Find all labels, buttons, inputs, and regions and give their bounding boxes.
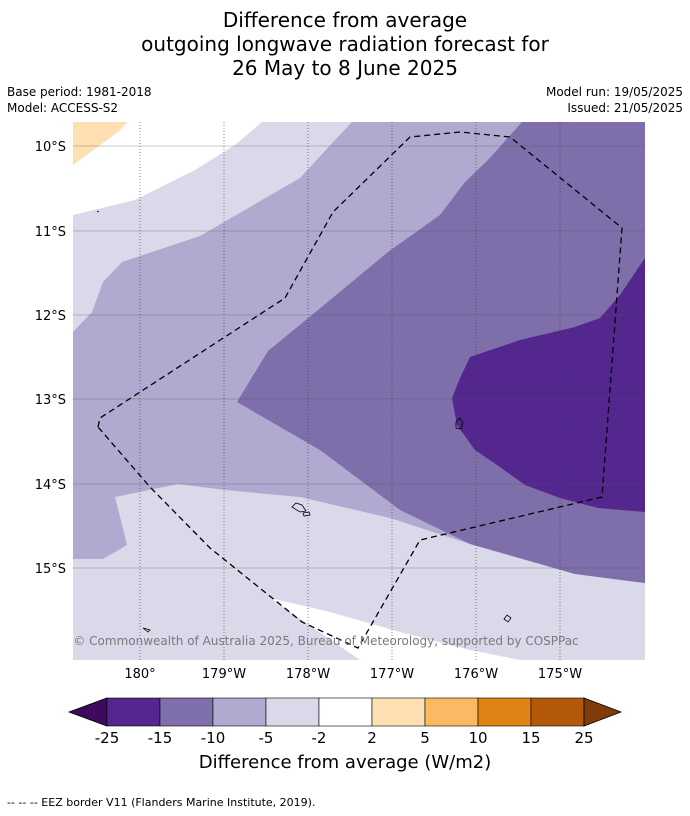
colorbar-tick-label: -10 xyxy=(201,729,226,747)
lon-label: 177°W xyxy=(370,667,414,682)
colorbar-tick-label: 15 xyxy=(521,729,540,747)
lon-label: 175°W xyxy=(538,667,582,682)
map-title: Difference from average outgoing longwav… xyxy=(0,8,690,80)
colorbar-segment xyxy=(106,697,161,727)
colorbar-segment xyxy=(424,697,479,727)
colorbar-segment xyxy=(477,697,532,727)
colorbar-segment xyxy=(371,697,426,727)
colorbar-title: Difference from average (W/m2) xyxy=(198,752,492,773)
title-line-2: outgoing longwave radiation forecast for xyxy=(141,32,549,56)
map-plot-area: © Commonwealth of Australia 2025, Bureau… xyxy=(73,122,645,660)
colorbar-segment xyxy=(318,697,373,727)
colorbar-segment xyxy=(212,697,267,727)
contour-band-minus2-2-north xyxy=(73,122,262,215)
title-line-3: 26 May to 8 June 2025 xyxy=(232,56,458,80)
islands xyxy=(96,210,512,633)
lat-label: 14°S xyxy=(35,478,66,493)
eez-border xyxy=(97,131,623,649)
issued-date: Issued: 21/05/2025 xyxy=(567,101,683,115)
lon-label: 176°W xyxy=(454,667,498,682)
lat-label: 15°S xyxy=(35,562,66,577)
island-south xyxy=(503,614,512,623)
colorbar-segment xyxy=(265,697,320,727)
island-east xyxy=(455,417,464,430)
colorbar-segment xyxy=(159,697,214,727)
island-central xyxy=(291,502,307,513)
colorbar-extend-high xyxy=(583,697,623,727)
colorbar-extend-low xyxy=(67,697,108,727)
colorbar-segment xyxy=(530,697,585,727)
contour-band-minus2-2-south xyxy=(270,598,520,660)
meta-left: Base period: 1981-2018 Model: ACCESS-S2 xyxy=(7,84,152,116)
colorbar-tick-label: 10 xyxy=(468,729,487,747)
islet-northwest xyxy=(96,210,100,213)
model-run: Model run: 19/05/2025 xyxy=(545,85,683,99)
colorbar-tick-label: -2 xyxy=(312,729,327,747)
longitude-labels: 180° 179°W 178°W 177°W 176°W 175°W xyxy=(124,667,582,682)
graticule xyxy=(73,122,645,660)
eez-footnote: -- -- -- EEZ border V11 (Flanders Marine… xyxy=(7,796,316,809)
lat-label: 11°S xyxy=(35,225,66,240)
colorbar-tick-label: -5 xyxy=(259,729,274,747)
meta-right: Model run: 19/05/2025 Issued: 21/05/2025 xyxy=(546,84,683,116)
base-period: Base period: 1981-2018 xyxy=(7,85,152,99)
lon-label: 178°W xyxy=(286,667,330,682)
colorbar-tick-label: -15 xyxy=(148,729,173,747)
colorbar-tick-label: -25 xyxy=(95,729,120,747)
lat-label: 12°S xyxy=(35,309,66,324)
lon-label: 179°W xyxy=(202,667,246,682)
island-southwest xyxy=(142,627,151,633)
colorbar-tick-label: 5 xyxy=(420,729,430,747)
island-central-small xyxy=(302,511,311,517)
contour-band-2-5 xyxy=(73,122,128,165)
model-name: Model: ACCESS-S2 xyxy=(7,101,119,115)
copyright-text: © Commonwealth of Australia 2025, Bureau… xyxy=(73,634,578,648)
lon-label: 180° xyxy=(124,667,155,682)
colorbar: -25 -15 -10 -5 -2 2 5 10 15 25 xyxy=(67,697,623,747)
colorbar-tick-label: 2 xyxy=(367,729,377,747)
title-line-1: Difference from average xyxy=(222,8,468,32)
lat-label: 13°S xyxy=(35,393,66,408)
lat-label: 10°S xyxy=(35,140,66,155)
colorbar-tick-label: 25 xyxy=(574,729,593,747)
latitude-labels: 10°S 11°S 12°S 13°S 14°S 15°S xyxy=(35,140,66,577)
contour-band-minus25-minus15 xyxy=(452,258,645,512)
